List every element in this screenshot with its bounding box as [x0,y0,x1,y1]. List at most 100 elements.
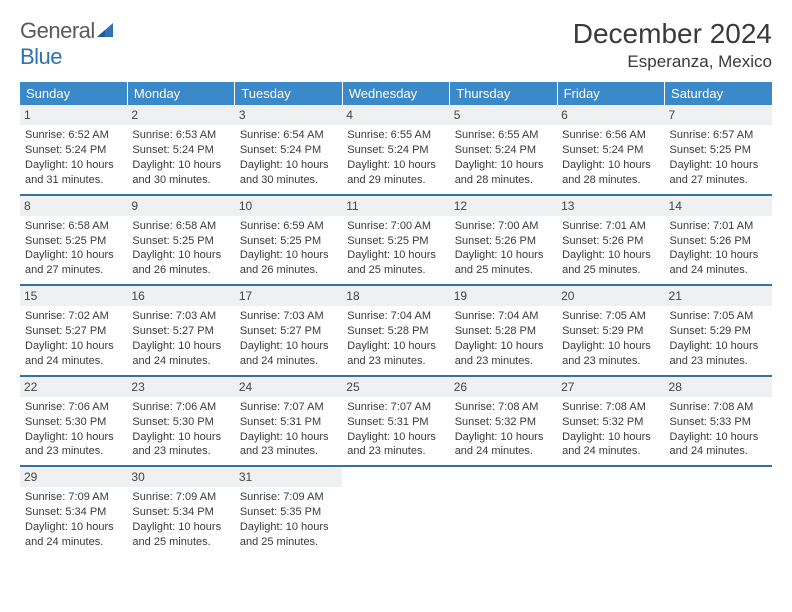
day-number: 27 [557,377,664,397]
day-header: Thursday [450,82,557,105]
day-cell: 4Sunrise: 6:55 AMSunset: 5:24 PMDaylight… [342,105,449,195]
daylight-line: Daylight: 10 hours and 24 minutes. [455,430,552,460]
sunrise-line: Sunrise: 7:03 AM [132,309,229,324]
day-info: Sunrise: 7:05 AMSunset: 5:29 PMDaylight:… [561,309,660,368]
day-info: Sunrise: 6:53 AMSunset: 5:24 PMDaylight:… [131,128,230,187]
daylight-line: Daylight: 10 hours and 24 minutes. [25,520,122,550]
day-cell: 16Sunrise: 7:03 AMSunset: 5:27 PMDayligh… [127,285,234,376]
day-cell: 9Sunrise: 6:58 AMSunset: 5:25 PMDaylight… [127,195,234,286]
sunset-line: Sunset: 5:32 PM [455,415,552,430]
sunset-line: Sunset: 5:29 PM [670,324,767,339]
day-cell: 14 Sunrise: 7:01 AMSunset: 5:26 PMDayligh… [665,195,772,286]
sunset-line: Sunset: 5:27 PM [25,324,122,339]
location: Esperanza, Mexico [573,52,772,72]
day-cell: 21Sunrise: 7:05 AMSunset: 5:29 PMDayligh… [665,285,772,376]
day-info: Sunrise: 6:58 AMSunset: 5:25 PMDaylight:… [131,219,230,278]
day-cell: 23Sunrise: 7:06 AMSunset: 5:30 PMDayligh… [127,376,234,467]
day-cell: 10Sunrise: 6:59 AMSunset: 5:25 PMDayligh… [235,195,342,286]
daylight-line: Daylight: 10 hours and 25 minutes. [347,248,444,278]
day-info: Sunrise: 6:55 AMSunset: 5:24 PMDaylight:… [346,128,445,187]
sunrise-line: Sunrise: 7:09 AM [240,490,337,505]
daylight-line: Daylight: 10 hours and 25 minutes. [455,248,552,278]
day-number: 14 [665,196,772,216]
calendar-table: SundayMondayTuesdayWednesdayThursdayFrid… [20,82,772,556]
day-info: Sunrise: 7:07 AMSunset: 5:31 PMDaylight:… [346,400,445,459]
day-info: Sunrise: 7:00 AMSunset: 5:25 PMDaylight:… [346,219,445,278]
sunrise-line: Sunrise: 7:09 AM [25,490,122,505]
sunset-line: Sunset: 5:29 PM [562,324,659,339]
day-cell [557,466,664,556]
day-cell [450,466,557,556]
daylight-line: Daylight: 10 hours and 28 minutes. [455,158,552,188]
daylight-line: Daylight: 10 hours and 24 minutes. [240,339,337,369]
daylight-line: Daylight: 10 hours and 25 minutes. [132,520,229,550]
sunset-line: Sunset: 5:25 PM [670,143,767,158]
day-info: Sunrise: 6:58 AMSunset: 5:25 PMDaylight:… [24,219,123,278]
sunrise-line: Sunrise: 7:08 AM [670,400,767,415]
sunrise-line: Sunrise: 6:56 AM [562,128,659,143]
week-row: 8Sunrise: 6:58 AMSunset: 5:25 PMDaylight… [20,195,772,286]
sunset-line: Sunset: 5:34 PM [132,505,229,520]
day-info: Sunrise: 7:07 AMSunset: 5:31 PMDaylight:… [239,400,338,459]
sunrise-line: Sunrise: 7:02 AM [25,309,122,324]
day-cell: 18 Sunrise: 7:04 AMSunset: 5:28 PMDayligh… [342,285,449,376]
sunset-line: Sunset: 5:24 PM [562,143,659,158]
sunset-line: Sunset: 5:24 PM [25,143,122,158]
day-number: 23 [127,377,234,397]
week-row: 29Sunrise: 7:09 AMSunset: 5:34 PMDayligh… [20,466,772,556]
sunrise-line: Sunrise: 7:06 AM [25,400,122,415]
day-number: 20 [557,286,664,306]
sunset-line: Sunset: 5:25 PM [240,234,337,249]
day-cell: 22Sunrise: 7:06 AMSunset: 5:30 PMDayligh… [20,376,127,467]
day-info: Sunrise: 7:09 AMSunset: 5:34 PMDaylight:… [24,490,123,549]
day-cell: 5Sunrise: 6:55 AMSunset: 5:24 PMDaylight… [450,105,557,195]
day-info: Sunrise: 6:56 AMSunset: 5:24 PMDaylight:… [561,128,660,187]
day-cell: 25Sunrise: 7:07 AMSunset: 5:31 PMDayligh… [342,376,449,467]
daylight-line: Daylight: 10 hours and 24 minutes. [25,339,122,369]
sunrise-line: Sunrise: 6:55 AM [455,128,552,143]
day-cell: 28Sunrise: 7:08 AMSunset: 5:33 PMDayligh… [665,376,772,467]
sunrise-line: Sunrise: 6:58 AM [25,219,122,234]
day-cell: 26Sunrise: 7:08 AMSunset: 5:32 PMDayligh… [450,376,557,467]
day-header: Wednesday [342,82,449,105]
sunset-line: Sunset: 5:27 PM [240,324,337,339]
day-info: Sunrise: 7:06 AMSunset: 5:30 PMDaylight:… [24,400,123,459]
daylight-line: Daylight: 10 hours and 23 minutes. [25,430,122,460]
sunset-line: Sunset: 5:26 PM [670,234,767,249]
day-number: 11 [342,196,449,216]
day-number: 12 [450,196,557,216]
sunrise-line: Sunrise: 7:04 AM [455,309,552,324]
day-number: 1 [20,105,127,125]
day-info: Sunrise: 7:04 AMSunset: 5:28 PMDaylight:… [346,309,445,368]
day-cell: 2 Sunrise: 6:53 AMSunset: 5:24 PMDaylight… [127,105,234,195]
day-info: Sunrise: 7:01 AMSunset: 5:26 PMDaylight:… [561,219,660,278]
daylight-line: Daylight: 10 hours and 23 minutes. [347,430,444,460]
daylight-line: Daylight: 10 hours and 25 minutes. [240,520,337,550]
day-number: 18 [342,286,449,306]
daylight-line: Daylight: 10 hours and 31 minutes. [25,158,122,188]
title-block: December 2024 Esperanza, Mexico [573,18,772,72]
day-header: Tuesday [235,82,342,105]
sunset-line: Sunset: 5:28 PM [347,324,444,339]
logo-word1: General [20,18,95,43]
daylight-line: Daylight: 10 hours and 30 minutes. [132,158,229,188]
day-number: 26 [450,377,557,397]
sunset-line: Sunset: 5:33 PM [670,415,767,430]
sunrise-line: Sunrise: 6:57 AM [670,128,767,143]
daylight-line: Daylight: 10 hours and 30 minutes. [240,158,337,188]
sunset-line: Sunset: 5:35 PM [240,505,337,520]
daylight-line: Daylight: 10 hours and 26 minutes. [240,248,337,278]
day-cell: 7Sunrise: 6:57 AMSunset: 5:25 PMDaylight… [665,105,772,195]
day-number: 2 [127,105,234,125]
daylight-line: Daylight: 10 hours and 27 minutes. [670,158,767,188]
day-cell: 30Sunrise: 7:09 AMSunset: 5:34 PMDayligh… [127,466,234,556]
sunset-line: Sunset: 5:25 PM [25,234,122,249]
day-cell: 12Sunrise: 7:00 AMSunset: 5:26 PMDayligh… [450,195,557,286]
day-number: 28 [665,377,772,397]
day-number: 19 [450,286,557,306]
day-number: 5 [450,105,557,125]
sunset-line: Sunset: 5:31 PM [347,415,444,430]
day-cell: 8Sunrise: 6:58 AMSunset: 5:25 PMDaylight… [20,195,127,286]
day-number: 30 [127,467,234,487]
day-info: Sunrise: 7:01 AMSunset: 5:26 PMDaylight:… [669,219,768,278]
